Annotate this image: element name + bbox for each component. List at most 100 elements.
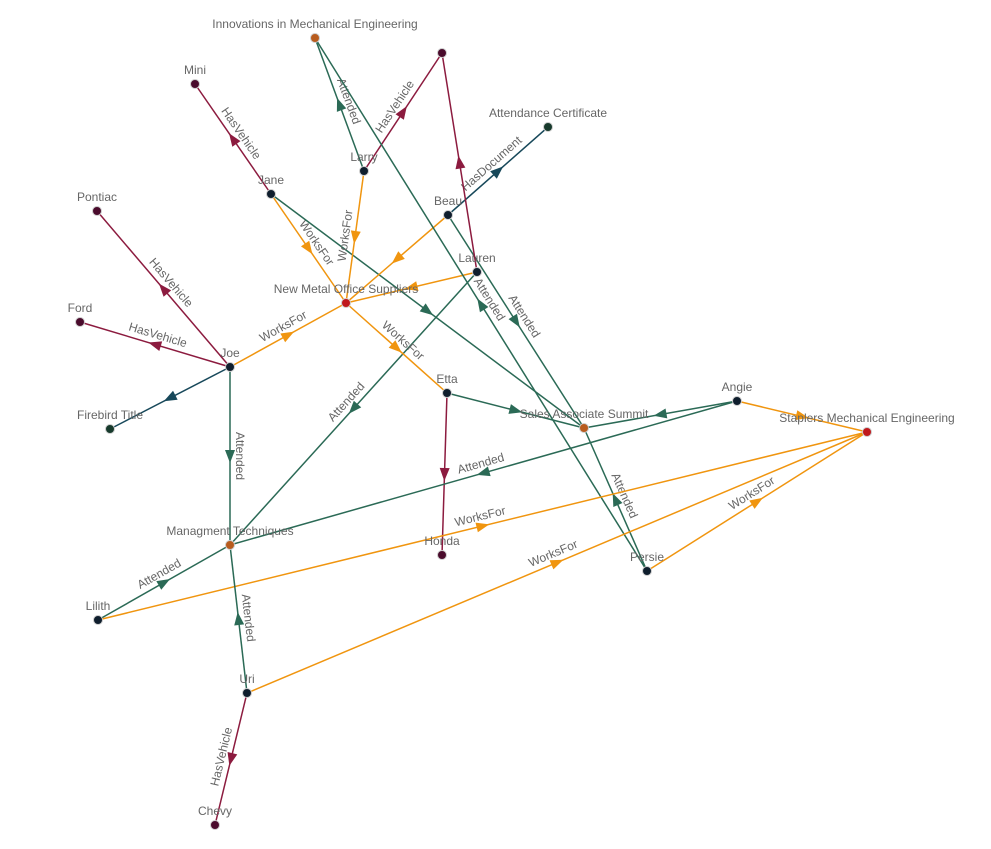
node-mgmt[interactable]: Managment Techniques xyxy=(166,524,294,550)
edge-worksfor[interactable]: WorksFor xyxy=(335,170,365,304)
edge-hasdocument[interactable] xyxy=(109,366,231,430)
node-ford[interactable]: Ford xyxy=(68,301,93,327)
edge-worksfor[interactable]: WorksFor xyxy=(229,302,347,368)
edge-worksfor[interactable]: WorksFor xyxy=(345,302,448,394)
edge-label: HasVehicle xyxy=(146,255,196,310)
company-node-dot[interactable] xyxy=(862,427,872,437)
node-innov[interactable]: Innovations in Mechanical Engineering xyxy=(212,17,418,43)
person-node-dot[interactable] xyxy=(443,210,453,220)
edge-attended[interactable]: Attended xyxy=(225,367,247,545)
vehicle-node-dot[interactable] xyxy=(437,550,447,560)
person-node-dot[interactable] xyxy=(266,189,276,199)
arrow-head-icon xyxy=(350,230,361,244)
edge-label: Attended xyxy=(239,593,258,642)
node-cert[interactable]: Attendance Certificate xyxy=(489,106,607,132)
node-jane[interactable]: Jane xyxy=(258,173,284,199)
node-label: Innovations in Mechanical Engineering xyxy=(212,17,417,31)
vehicle-node-dot[interactable] xyxy=(437,48,447,58)
edge-worksfor[interactable] xyxy=(345,271,478,304)
node-label: Lilith xyxy=(86,599,111,613)
node-label: Uri xyxy=(239,672,254,686)
node-label: Attendance Certificate xyxy=(489,106,607,120)
node-label: Staplers Mechanical Engineering xyxy=(779,411,954,425)
person-node-dot[interactable] xyxy=(472,267,482,277)
node-firebird[interactable]: Firebird Title xyxy=(77,408,143,434)
node-label: Jane xyxy=(258,173,284,187)
company-node-dot[interactable] xyxy=(341,298,351,308)
edge-attended[interactable] xyxy=(270,193,585,429)
node-label: Honda xyxy=(424,534,460,548)
edge-attended[interactable] xyxy=(583,400,738,429)
vehicle-node-dot[interactable] xyxy=(190,79,200,89)
person-node-dot[interactable] xyxy=(93,615,103,625)
event-node-dot[interactable] xyxy=(310,33,320,43)
document-node-dot[interactable] xyxy=(543,122,553,132)
edge-attended[interactable]: Attended xyxy=(229,544,258,694)
node-label: Ford xyxy=(68,301,93,315)
vehicle-node-dot[interactable] xyxy=(210,820,220,830)
edge-hasvehicle[interactable] xyxy=(441,52,478,273)
arrow-head-icon xyxy=(280,331,295,343)
arrow-head-icon xyxy=(455,155,466,170)
edge-attended[interactable]: Attended xyxy=(97,544,231,621)
edge-attended[interactable] xyxy=(446,392,585,429)
node-angie[interactable]: Angie xyxy=(722,380,753,406)
edge-attended[interactable]: Attended xyxy=(229,400,738,546)
arrow-head-icon xyxy=(795,410,809,420)
edge-worksfor[interactable]: WorksFor xyxy=(246,431,868,694)
arrow-head-icon xyxy=(419,303,434,316)
edge-worksfor[interactable]: WorksFor xyxy=(646,431,868,572)
edge-worksfor[interactable] xyxy=(736,400,868,433)
node-honda[interactable]: Honda xyxy=(424,534,460,560)
edge-attended[interactable]: Attended xyxy=(229,271,478,546)
node-pontiac[interactable]: Pontiac xyxy=(77,190,117,216)
node-newmetal[interactable]: New Metal Office Suppliers xyxy=(274,282,419,308)
person-node-dot[interactable] xyxy=(242,688,252,698)
person-node-dot[interactable] xyxy=(225,362,235,372)
person-node-dot[interactable] xyxy=(732,396,742,406)
arrow-head-icon xyxy=(336,97,347,112)
node-etta[interactable]: Etta xyxy=(436,372,458,398)
node-chevy[interactable]: Chevy xyxy=(198,804,232,830)
node-beau[interactable]: Beau xyxy=(434,194,462,220)
node-larry[interactable]: Larry xyxy=(350,150,378,176)
event-node-dot[interactable] xyxy=(579,423,589,433)
node-lilith[interactable]: Lilith xyxy=(86,599,111,625)
arrow-head-icon xyxy=(508,313,520,328)
document-node-dot[interactable] xyxy=(105,424,115,434)
arrow-head-icon xyxy=(475,522,490,533)
arrow-head-icon xyxy=(234,612,245,626)
person-node-dot[interactable] xyxy=(359,166,369,176)
edge-label: HasVehicle xyxy=(372,77,417,135)
arrow-head-icon xyxy=(476,466,491,477)
node-mini[interactable]: Mini xyxy=(184,63,206,89)
edge-attended[interactable]: Attended xyxy=(447,214,585,429)
node-staplers[interactable]: Staplers Mechanical Engineering xyxy=(779,411,955,437)
edge-hasvehicle[interactable] xyxy=(439,392,450,556)
arrow-head-icon xyxy=(395,106,407,120)
node-car1[interactable] xyxy=(437,48,447,58)
node-lauren[interactable]: Lauren xyxy=(458,251,496,277)
vehicle-node-dot[interactable] xyxy=(92,206,102,216)
person-node-dot[interactable] xyxy=(642,566,652,576)
node-persie[interactable]: Persie xyxy=(630,550,664,576)
person-node-dot[interactable] xyxy=(442,388,452,398)
arrow-head-icon xyxy=(391,251,405,264)
event-node-dot[interactable] xyxy=(225,540,235,550)
edge-label: Attended xyxy=(506,292,544,340)
node-uri[interactable]: Uri xyxy=(239,672,255,698)
edge-hasvehicle[interactable]: HasVehicle xyxy=(79,320,231,368)
nodes-layer: Innovations in Mechanical Engineering Min… xyxy=(68,17,955,830)
node-joe[interactable]: Joe xyxy=(220,346,240,372)
arrow-head-icon xyxy=(388,340,402,353)
edge-worksfor[interactable] xyxy=(345,214,449,304)
arrow-head-icon xyxy=(508,404,523,414)
arrow-head-icon xyxy=(156,579,171,590)
vehicle-node-dot[interactable] xyxy=(75,317,85,327)
node-summit[interactable]: Sales Associate Summit xyxy=(520,407,649,433)
arrow-head-icon xyxy=(404,281,419,291)
node-label: Lauren xyxy=(458,251,495,265)
edge-hasdocument[interactable]: HasDocument xyxy=(447,126,549,216)
node-label: Firebird Title xyxy=(77,408,143,422)
node-label: Larry xyxy=(350,150,377,164)
